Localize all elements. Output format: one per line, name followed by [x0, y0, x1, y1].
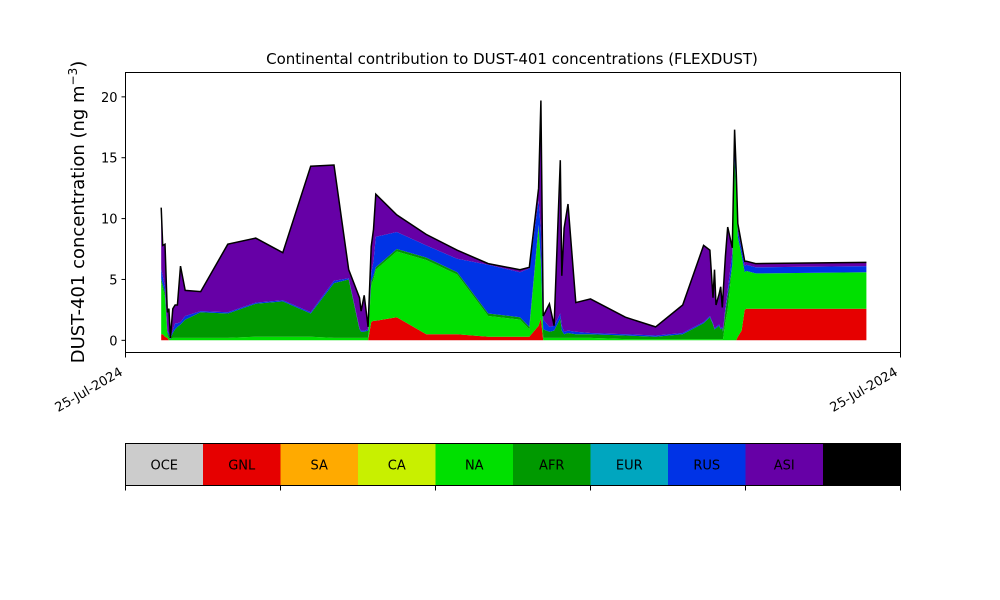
legend-label-asi: ASI [774, 459, 795, 474]
legend-label-afr: AFR [539, 459, 564, 474]
y-axis: 0 5 10 15 20 [101, 91, 126, 349]
area-afr [161, 160, 867, 340]
y-tick-label: 10 [101, 213, 118, 228]
y-tick-label: 20 [101, 91, 118, 106]
legend-swatch-na [435, 443, 513, 486]
legend-swatch-eur [590, 443, 668, 486]
legend-label-rus: RUS [693, 459, 720, 474]
legend-label-eur: EUR [616, 459, 643, 474]
legend-colorbar: OCE GNL SA CA NA AFR EUR RUS ASI AUS [125, 443, 901, 491]
legend-swatch-oce [125, 443, 203, 486]
legend-label-gnl: GNL [228, 459, 256, 474]
chart-title: Continental contribution to DUST-401 con… [266, 50, 758, 68]
y-axis-label: DUST-401 concentration (ng m−3) [66, 61, 89, 364]
legend-swatch-ca [358, 443, 436, 486]
area-rus [161, 134, 867, 340]
legend-swatch-sa [280, 443, 358, 486]
x-tick-label: 25-Jul-2024 [53, 365, 126, 416]
legend-label-sa: SA [311, 459, 328, 474]
area-asi [161, 100, 867, 338]
y-tick-label: 15 [101, 152, 118, 167]
plot-frame [125, 72, 901, 353]
legend-label-aus: AUS [848, 459, 875, 474]
legend-frame [125, 443, 901, 486]
x-axis: 25-Jul-2024 25-Jul-2024 [53, 352, 901, 416]
legend-swatch-aus [823, 443, 901, 486]
legend-label-ca: CA [388, 459, 406, 474]
legend-swatch-gnl [203, 443, 281, 486]
area-gnl [161, 308, 867, 341]
legend-label-na: NA [465, 459, 484, 474]
total-concentration-line [160, 100, 867, 338]
y-tick-label: 0 [109, 334, 117, 349]
legend-label-oce: OCE [150, 459, 178, 474]
stacked-areas [161, 100, 867, 341]
y-tick-label: 5 [109, 273, 117, 288]
legend-swatch-asi [745, 443, 823, 486]
x-tick-label: 25-Jul-2024 [828, 365, 901, 416]
legend-swatch-rus [668, 443, 746, 486]
legend-swatch-afr [513, 443, 591, 486]
